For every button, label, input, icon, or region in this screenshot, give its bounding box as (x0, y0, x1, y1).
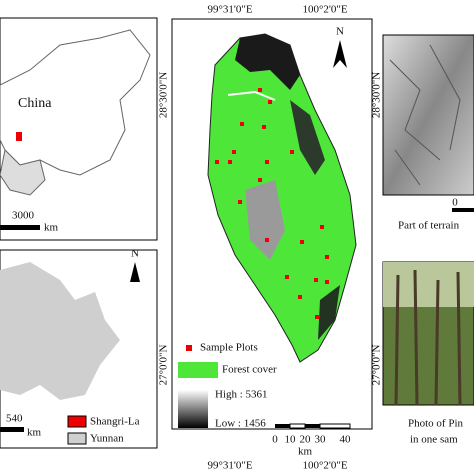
north-label: N (131, 248, 139, 260)
legend-label: High : 5361 (215, 389, 268, 401)
lon-label: 100°2'0"E (302, 460, 347, 472)
terrain-panel: 28°30'0"N 0 Part of terrain (371, 34, 474, 232)
high-elevation (318, 285, 340, 340)
high-elevation (290, 100, 325, 175)
north-arrow (130, 262, 140, 282)
scale-value: 540 (6, 413, 23, 425)
scale-value: 3000 (12, 210, 35, 222)
tree-trunks (394, 269, 462, 406)
low-elevation (245, 180, 285, 260)
lon-label: 99°31'0"E (207, 460, 252, 472)
legend-label: Sample Plots (200, 342, 258, 354)
caption: in one sam (410, 434, 458, 446)
yunnan-panel: N 540 km Shangri-La Yunnan (0, 248, 158, 449)
yunnan-shape (0, 148, 46, 196)
yunnan-shape (0, 262, 120, 400)
legend-label: Forest cover (222, 364, 277, 376)
scale-tick: 20 (300, 434, 312, 446)
caption: Photo of Pin (408, 418, 464, 430)
scale-zero: 0 (452, 197, 458, 209)
lat-label: 28°30'0"N (371, 72, 383, 118)
scale-unit: km (44, 222, 59, 234)
shangri-la-mark (16, 132, 22, 141)
legend-label: Yunnan (90, 433, 124, 445)
lon-label: 100°2'0"E (302, 4, 347, 16)
lat-label: 27°0'0"N (158, 345, 170, 386)
river (227, 90, 276, 101)
legend-label: Shangri-La (90, 416, 140, 428)
sample-plots (215, 88, 329, 319)
scale-bar (0, 225, 40, 230)
north-arrow (333, 40, 347, 68)
scale-tick: 10 (285, 434, 297, 446)
legend-swatch (186, 345, 192, 351)
legend-label: Low : 1456 (215, 418, 266, 430)
scale-unit: km (27, 427, 42, 439)
lat-label: 27°0'0"N (371, 345, 383, 386)
scale-bar (452, 208, 474, 212)
legend-swatch (67, 415, 87, 428)
terrain-ridges (389, 44, 461, 186)
caption: Part of terrain (398, 220, 460, 232)
legend-swatch (178, 362, 218, 378)
photo-panel: 27°0'0"N Photo of Pin in one sam (371, 261, 474, 446)
scale-tick: 0 (272, 434, 278, 446)
legend-swatch (67, 432, 87, 445)
scale-bar (275, 423, 351, 429)
lat-label: 28°30'0"N (158, 72, 170, 118)
china-panel: China 3000 km (0, 17, 158, 241)
terrain-image (382, 34, 474, 196)
north-label: N (336, 26, 344, 38)
scale-unit: km (298, 446, 313, 458)
lon-label: 99°31'0"E (207, 4, 252, 16)
country-label: China (18, 96, 52, 111)
scale-tick: 30 (315, 434, 327, 446)
scale-tick: 40 (340, 434, 352, 446)
main-map: 99°31'0"E 100°2'0"E 99°31'0"E 100°2'0"E … (158, 4, 373, 472)
legend-gradient (178, 390, 208, 428)
high-elevation (235, 34, 300, 90)
scale-bar (0, 427, 24, 432)
